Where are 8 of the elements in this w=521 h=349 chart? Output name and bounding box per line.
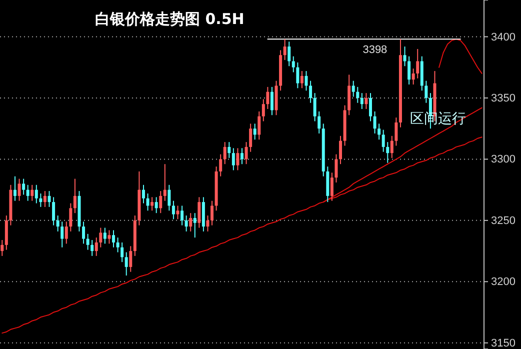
y-tick-label: 3300 xyxy=(491,154,516,166)
text: 白银价格走势图 0.5H xyxy=(95,10,244,28)
y-tick-label: 3200 xyxy=(491,276,516,288)
annotation: 3398 xyxy=(362,44,388,56)
y-tick-label: 3250 xyxy=(491,214,516,227)
y-tick-label: 3400 xyxy=(491,31,516,44)
y-tick-label: 3150 xyxy=(491,337,516,349)
y-tick-label: 3350 xyxy=(491,92,516,104)
